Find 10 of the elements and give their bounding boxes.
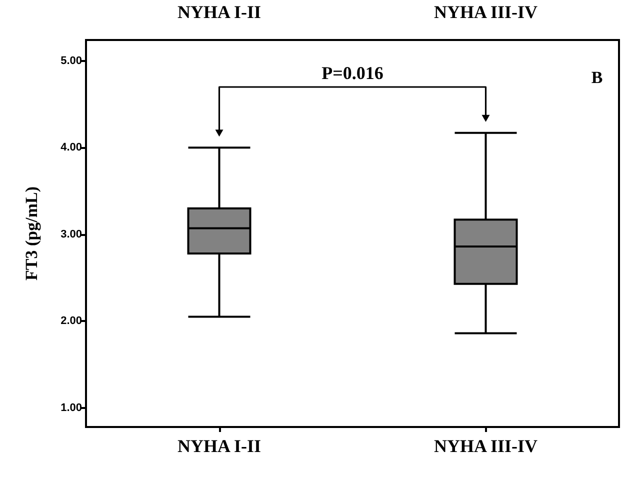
- y-tick-label: 3.00: [60, 228, 82, 240]
- y-tick-label: 4.00: [60, 142, 82, 154]
- annotation: B: [591, 68, 603, 87]
- y-tick-label: 2.00: [60, 315, 82, 328]
- y-axis-title: FT3 (pg/mL): [22, 186, 41, 280]
- annotation: P=0.016: [322, 63, 384, 83]
- y-tick-label: 5.00: [60, 54, 82, 67]
- y-tick-label: 1.00: [60, 402, 82, 414]
- text: NYHA III-IV: [434, 2, 538, 22]
- text: NYHA I-II: [177, 2, 262, 22]
